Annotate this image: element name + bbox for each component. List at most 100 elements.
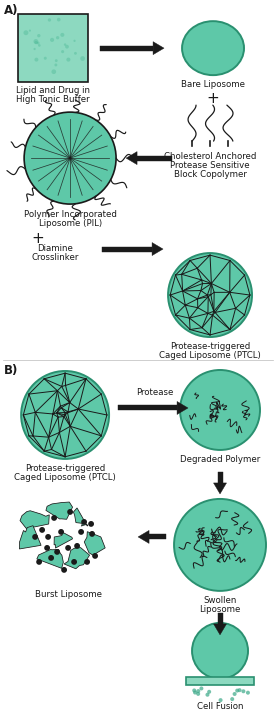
Circle shape — [38, 44, 41, 47]
Text: Crosslinker: Crosslinker — [31, 253, 79, 262]
Circle shape — [46, 535, 50, 539]
Circle shape — [230, 697, 234, 701]
Circle shape — [193, 691, 197, 694]
Text: Diamine: Diamine — [37, 244, 73, 253]
Text: Polymer Incorporated: Polymer Incorporated — [24, 210, 116, 219]
Text: Burst Liposome: Burst Liposome — [34, 590, 102, 599]
Circle shape — [246, 691, 250, 695]
Text: +: + — [207, 91, 219, 106]
Circle shape — [45, 546, 49, 550]
Circle shape — [34, 58, 38, 62]
Polygon shape — [64, 547, 90, 569]
Polygon shape — [138, 531, 149, 544]
Text: Swollen: Swollen — [203, 596, 237, 605]
Polygon shape — [214, 483, 227, 494]
Circle shape — [89, 522, 93, 526]
Circle shape — [60, 33, 64, 37]
Circle shape — [33, 535, 37, 539]
Circle shape — [74, 52, 77, 55]
Text: Block Copolymer: Block Copolymer — [174, 170, 246, 179]
Circle shape — [33, 48, 36, 50]
Circle shape — [64, 43, 66, 46]
Polygon shape — [20, 510, 49, 529]
Text: +: + — [32, 231, 44, 246]
Text: A): A) — [4, 4, 19, 17]
Circle shape — [85, 560, 89, 564]
Circle shape — [66, 546, 70, 550]
Circle shape — [34, 41, 38, 44]
Circle shape — [52, 515, 56, 520]
Circle shape — [61, 50, 64, 53]
Circle shape — [207, 690, 211, 694]
Text: Cholesterol Anchored: Cholesterol Anchored — [164, 152, 256, 161]
Circle shape — [235, 689, 239, 693]
Circle shape — [80, 56, 85, 61]
Circle shape — [180, 370, 260, 450]
Text: Protease-triggered: Protease-triggered — [170, 342, 250, 351]
Polygon shape — [217, 472, 222, 483]
Circle shape — [57, 18, 60, 22]
Text: Degraded Polymer: Degraded Polymer — [180, 455, 260, 464]
Circle shape — [219, 698, 222, 702]
Circle shape — [196, 689, 200, 693]
Text: Caged Liposome (PTCL): Caged Liposome (PTCL) — [159, 351, 261, 360]
Circle shape — [29, 30, 31, 32]
Circle shape — [62, 568, 66, 572]
Text: Protease Sensitive: Protease Sensitive — [170, 161, 250, 170]
Circle shape — [55, 59, 58, 62]
Circle shape — [40, 528, 44, 532]
Circle shape — [37, 560, 41, 564]
Polygon shape — [152, 243, 163, 256]
Text: B): B) — [4, 364, 18, 377]
Text: Liposome (PIL): Liposome (PIL) — [39, 219, 102, 228]
Circle shape — [56, 36, 59, 39]
Polygon shape — [102, 247, 152, 251]
Circle shape — [192, 623, 248, 679]
Text: Lipid and Drug in: Lipid and Drug in — [16, 86, 90, 95]
Circle shape — [59, 530, 63, 534]
Polygon shape — [118, 405, 177, 411]
Circle shape — [44, 56, 47, 60]
Text: High Tonic Buffer: High Tonic Buffer — [16, 95, 90, 104]
Polygon shape — [54, 532, 73, 548]
Circle shape — [242, 689, 245, 694]
Circle shape — [66, 58, 70, 62]
Polygon shape — [84, 531, 105, 555]
Circle shape — [37, 34, 41, 38]
Circle shape — [199, 686, 203, 691]
Polygon shape — [19, 526, 41, 549]
Circle shape — [23, 30, 28, 35]
Circle shape — [54, 64, 57, 67]
Circle shape — [72, 560, 76, 564]
Circle shape — [205, 693, 209, 696]
Bar — [18, 14, 88, 82]
Circle shape — [196, 692, 200, 696]
Polygon shape — [73, 508, 87, 526]
Circle shape — [73, 40, 76, 42]
Circle shape — [168, 253, 252, 337]
Circle shape — [65, 45, 69, 49]
Polygon shape — [137, 156, 172, 161]
Circle shape — [37, 42, 40, 44]
Circle shape — [90, 531, 94, 536]
Circle shape — [24, 112, 116, 204]
Polygon shape — [37, 550, 63, 568]
Circle shape — [75, 544, 79, 548]
Text: Bare Liposome: Bare Liposome — [181, 80, 245, 89]
Circle shape — [21, 371, 109, 459]
Ellipse shape — [182, 21, 244, 75]
Circle shape — [238, 689, 242, 692]
Polygon shape — [214, 624, 227, 635]
Circle shape — [79, 530, 83, 534]
Circle shape — [48, 18, 51, 22]
Polygon shape — [46, 502, 73, 519]
Polygon shape — [100, 46, 153, 51]
Circle shape — [50, 38, 54, 42]
Polygon shape — [126, 151, 137, 164]
Polygon shape — [177, 402, 188, 414]
Polygon shape — [149, 534, 166, 539]
Text: Protease: Protease — [136, 388, 174, 397]
Circle shape — [82, 520, 86, 524]
Text: Caged Liposome (PTCL): Caged Liposome (PTCL) — [14, 473, 116, 482]
Text: Liposome: Liposome — [199, 605, 241, 614]
